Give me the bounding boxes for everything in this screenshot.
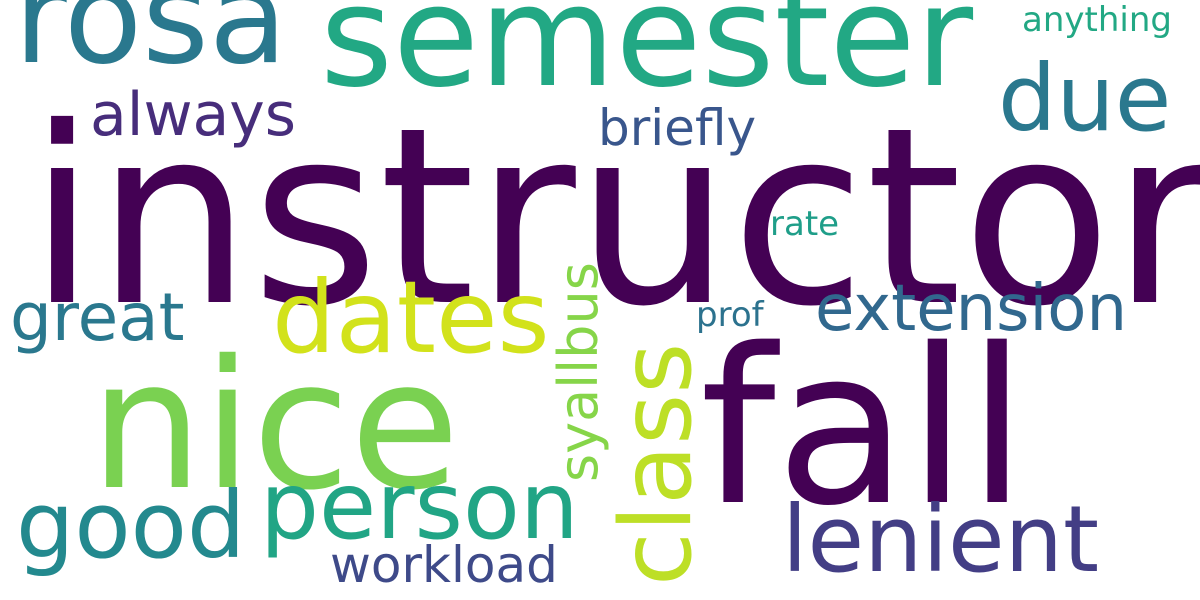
word-rate: rate [770, 204, 840, 244]
word-always: always [90, 80, 297, 150]
word-briefly: briefly [598, 99, 757, 157]
word-lenient: lenient [782, 486, 1100, 593]
word-nice: nice [90, 322, 460, 529]
word-semester: semester [320, 0, 974, 119]
word-rosa: rosa [14, 0, 288, 93]
word-class: class [600, 342, 714, 586]
word-anything: anything [1022, 0, 1172, 40]
word-prof: prof [696, 295, 764, 335]
word-syallbus: syallbus [547, 262, 610, 482]
word-person: person [260, 452, 579, 560]
word-workload: workload [330, 536, 558, 594]
word-good: good [16, 472, 246, 579]
word-dates: dates [272, 259, 550, 376]
word-great: great [10, 279, 185, 356]
word-instructor: instructor [28, 75, 1200, 360]
word-due: due [998, 45, 1172, 152]
word-fall: fall [700, 302, 1027, 553]
word-extension: extension [815, 272, 1127, 346]
